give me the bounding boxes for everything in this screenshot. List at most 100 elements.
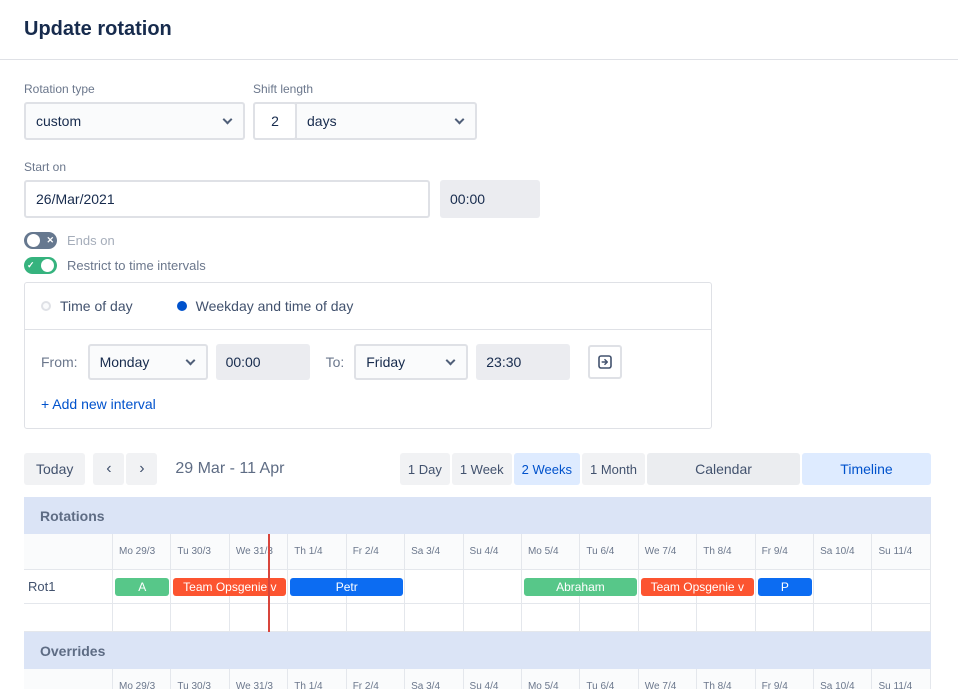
view-1month-button[interactable]: 1 Month xyxy=(582,453,645,485)
apply-to-days-icon xyxy=(598,355,613,369)
update-rotation-form: Rotation type custom Shift length days S… xyxy=(0,82,958,689)
ends-on-toggle[interactable]: ✕ xyxy=(24,232,57,249)
day-header-3: Th 1/4 xyxy=(288,669,347,689)
start-on-label: Start on xyxy=(24,160,67,174)
grid-cell xyxy=(347,604,406,631)
radio-unselected-icon xyxy=(41,301,51,311)
day-header-6: Su 4/4 xyxy=(464,534,522,569)
grid-cell xyxy=(872,570,931,603)
shift-bar[interactable]: Abraham xyxy=(524,577,637,596)
next-button[interactable]: › xyxy=(126,453,158,485)
date-range-label: 29 Mar - 11 Apr xyxy=(175,460,285,477)
radio-weekday-time-of-day[interactable]: Weekday and time of day xyxy=(176,298,354,314)
today-button[interactable]: Today xyxy=(24,453,86,485)
day-header-2: We 31/3 xyxy=(230,534,289,569)
day-header-0: Mo 29/3 xyxy=(113,534,172,569)
day-header-4: Fr 2/4 xyxy=(347,534,406,569)
shift-bar[interactable]: A xyxy=(115,577,170,596)
grid-cell xyxy=(580,570,639,603)
chevron-down-icon xyxy=(185,355,196,365)
from-time-input[interactable] xyxy=(215,344,310,380)
label-column-spacer xyxy=(24,669,113,689)
start-on-field: Start on xyxy=(24,160,931,218)
shift-length-field: Shift length days xyxy=(253,82,477,140)
overrides-days-header-row: Mo 29/3 Tu 30/3 We 31/3 Th 1/4 Fr 2/4 Sa 3/4 S… xyxy=(24,669,931,689)
shift-bar[interactable]: Team Opsgenie v xyxy=(640,577,754,596)
day-header-8: Tu 6/4 xyxy=(580,534,639,569)
rotations-section-header: Rotations xyxy=(24,497,931,534)
apply-interval-button[interactable] xyxy=(588,345,623,379)
day-header-11: Fr 9/4 xyxy=(756,534,815,569)
grid-cell xyxy=(697,604,756,631)
timeline: Rotations Mo 29/3 Tu 30/3 We 31/3 Th 1/4 Fr … xyxy=(24,497,931,689)
time-interval-panel: Time of day Weekday and time of day From… xyxy=(24,282,712,429)
day-header-11: Fr 9/4 xyxy=(756,669,815,689)
day-header-5: Sa 3/4 xyxy=(405,534,464,569)
day-header-0: Mo 29/3 xyxy=(113,669,172,689)
chevron-down-icon xyxy=(445,355,456,365)
start-time-input[interactable] xyxy=(440,180,540,218)
to-day-select[interactable]: Friday xyxy=(354,344,469,380)
cross-icon: ✕ xyxy=(46,235,54,245)
restrict-intervals-label: Restrict to time intervals xyxy=(67,258,206,273)
from-day-select[interactable]: Monday xyxy=(87,344,208,380)
rotations-grid: Mo 29/3 Tu 30/3 We 31/3 Th 1/4 Fr 2/4 Sa 3/4 S… xyxy=(24,534,931,632)
grid-cell xyxy=(756,604,815,631)
rotation-type-select[interactable]: custom xyxy=(24,102,245,140)
start-date-input[interactable] xyxy=(24,180,430,218)
grid-cell xyxy=(756,570,815,603)
rotation-row-rot1: Rot1 A Team Opsgenie v Petr Abraham Team Ops… xyxy=(24,570,931,604)
view-1week-button[interactable]: 1 Week xyxy=(451,453,512,485)
grid-cell xyxy=(522,604,581,631)
from-day-value: Monday xyxy=(99,354,150,370)
label-column-spacer xyxy=(24,534,113,569)
empty-row-cells xyxy=(113,604,931,631)
day-header-7: Mo 5/4 xyxy=(522,534,581,569)
toggle-knob xyxy=(27,234,40,247)
restrict-intervals-toggle[interactable]: ✓ xyxy=(24,257,57,274)
rotations-days-header-row: Mo 29/3 Tu 30/3 We 31/3 Th 1/4 Fr 2/4 Sa 3/4 S… xyxy=(24,534,931,570)
ends-on-row: ✕ Ends on xyxy=(24,232,931,249)
grid-cell xyxy=(464,570,522,603)
prev-button[interactable]: ‹ xyxy=(93,453,125,485)
day-header-7: Mo 5/4 xyxy=(522,669,581,689)
grid-cell xyxy=(814,570,873,603)
shift-length-unit-select[interactable]: days xyxy=(295,102,477,140)
grid-cell xyxy=(288,604,347,631)
rotation-row-label-empty xyxy=(24,604,113,631)
radio-selected-icon xyxy=(176,301,187,311)
to-day-value: Friday xyxy=(366,354,406,370)
day-header-8: Tu 6/4 xyxy=(580,669,639,689)
grid-cell xyxy=(113,570,172,603)
grid-cell xyxy=(580,604,639,631)
grid-cell xyxy=(814,604,873,631)
day-header-12: Sa 10/4 xyxy=(814,669,873,689)
rotation-type-value: custom xyxy=(36,113,82,129)
grid-cell xyxy=(347,570,406,603)
timeline-view-button[interactable]: Timeline xyxy=(802,453,931,485)
shift-length-input[interactable] xyxy=(253,102,297,140)
shift-bar[interactable]: P xyxy=(757,577,813,596)
calendar-view-button[interactable]: Calendar xyxy=(647,453,800,485)
radio-weekday-label: Weekday and time of day xyxy=(195,298,354,314)
view-2weeks-button[interactable]: 2 Weeks xyxy=(513,453,581,485)
shift-length-unit-value: days xyxy=(307,113,337,129)
grid-cell xyxy=(405,570,464,603)
radio-time-of-day[interactable]: Time of day xyxy=(41,298,133,314)
from-label: From: xyxy=(41,354,78,370)
shift-bar[interactable]: Team Opsgenie v xyxy=(173,577,287,596)
grid-cell xyxy=(872,604,931,631)
divider xyxy=(25,329,711,330)
shift-bar[interactable]: Petr xyxy=(290,577,404,596)
add-new-interval-link[interactable]: + Add new interval xyxy=(41,396,156,412)
view-1day-button[interactable]: 1 Day xyxy=(399,453,450,485)
day-header-13: Su 11/4 xyxy=(872,669,931,689)
shift-length-label: Shift length xyxy=(253,82,314,96)
rotation-type-label: Rotation type xyxy=(24,82,95,96)
day-header-1: Tu 30/3 xyxy=(171,669,230,689)
to-time-input[interactable] xyxy=(476,344,571,380)
day-header-10: Th 8/4 xyxy=(697,534,756,569)
day-header-6: Su 4/4 xyxy=(464,669,522,689)
rotation-row-label: Rot1 xyxy=(24,570,113,603)
chevron-down-icon xyxy=(454,114,465,124)
